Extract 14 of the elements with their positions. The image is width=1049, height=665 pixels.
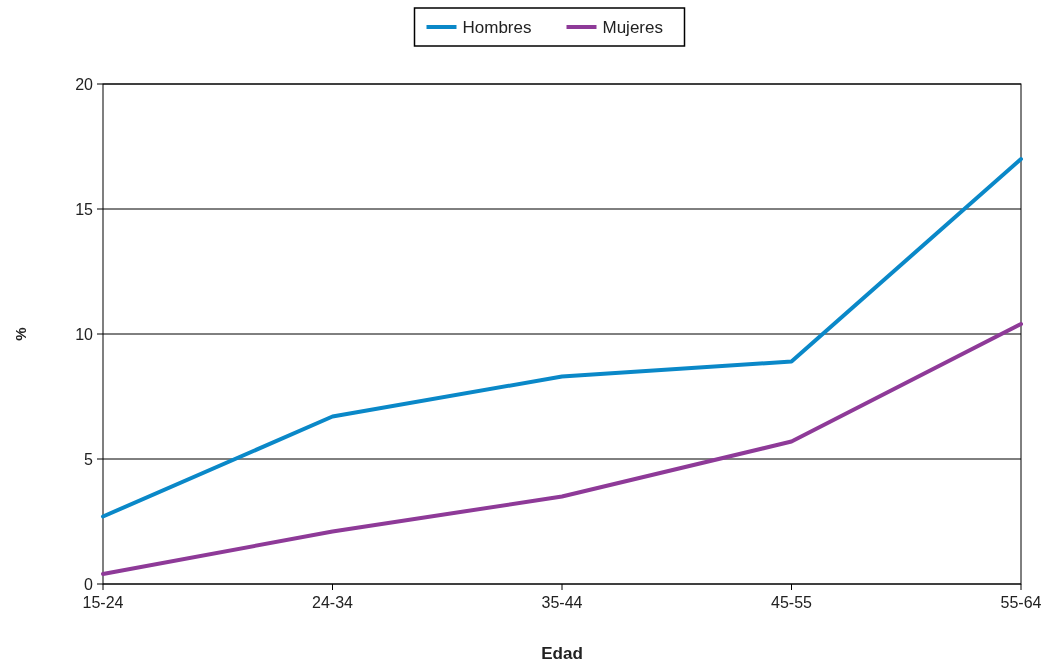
y-tick-label: 15 bbox=[75, 200, 94, 218]
y-tick-label: 0 bbox=[84, 575, 94, 593]
x-tick-label: 15-24 bbox=[82, 594, 124, 611]
legend-label: Hombres bbox=[462, 17, 532, 37]
x-tick-label: 35-44 bbox=[541, 594, 583, 611]
y-tick-label: 10 bbox=[75, 325, 94, 343]
y-tick-label: 20 bbox=[75, 75, 94, 93]
x-tick-label: 45-55 bbox=[771, 594, 813, 611]
y-tick-label: 5 bbox=[84, 450, 94, 468]
x-tick-label: 24-34 bbox=[312, 594, 354, 611]
legend-label: Mujeres bbox=[602, 17, 663, 37]
x-tick-label: 55-64 bbox=[1000, 594, 1042, 611]
y-axis-title: % bbox=[12, 327, 29, 341]
x-axis-title: Edad bbox=[541, 644, 583, 663]
